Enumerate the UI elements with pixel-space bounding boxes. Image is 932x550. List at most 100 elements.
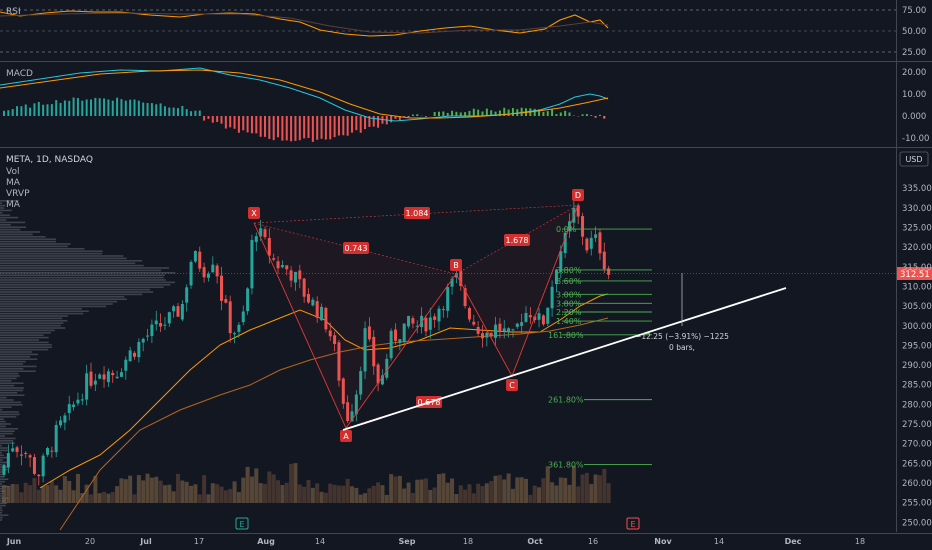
macd-histogram-bar (7, 110, 10, 116)
indicator-label-vrvp[interactable]: VRVP (6, 189, 30, 199)
macd-histogram-bar (368, 116, 371, 127)
volume-profile-row (0, 209, 12, 212)
volume-bar (406, 482, 411, 503)
macd-histogram-bar (211, 116, 214, 123)
candle-body (28, 455, 32, 458)
volume-profile-row (0, 284, 171, 286)
point-x-marker: X (248, 207, 260, 219)
candle-body (372, 336, 376, 367)
volume-profile-row (0, 339, 39, 341)
earnings-marker-aug[interactable]: E (235, 517, 249, 530)
volume-bar (589, 484, 594, 503)
volume-profile-row (0, 358, 38, 360)
volume-bar (458, 485, 463, 503)
volume-profile-row (0, 459, 3, 461)
macd-histogram-bar (3, 110, 5, 116)
volume-bar (519, 477, 524, 503)
volume-bar (254, 468, 259, 503)
volume-profile-row (0, 375, 20, 377)
macd-histogram-bar (594, 116, 597, 118)
candle-body (19, 454, 23, 456)
candle-body (237, 324, 241, 332)
candle-body (193, 251, 197, 262)
volume-profile-row (0, 404, 23, 406)
macd-histogram-bar (433, 111, 436, 116)
volume-bar (193, 484, 198, 503)
rsi-ma-line (0, 12, 609, 34)
macd-histogram-bar (124, 100, 127, 116)
candle-body (411, 318, 415, 324)
volume-bar (280, 484, 285, 503)
macd-histogram-bar (298, 116, 301, 141)
bd-line (455, 204, 579, 275)
volume-profile-row (0, 233, 33, 236)
rsi-tick-50: 50.00 (902, 27, 926, 37)
candle-body (581, 216, 585, 237)
volume-profile-row (0, 272, 176, 274)
macd-histogram-bar (142, 102, 145, 116)
macd-histogram-bar (246, 116, 249, 133)
volume-profile-row (0, 279, 166, 281)
candle-body (494, 324, 498, 338)
currency-label: USD (905, 155, 922, 164)
volume-bar (584, 472, 589, 503)
candle-body (298, 270, 302, 280)
volume-profile-row (0, 476, 4, 478)
price-pane[interactable]: 0.743 1.084 1.678 0.678 X A (0, 151, 932, 531)
volume-profile-row (0, 406, 12, 408)
svg-text:C: C (509, 381, 515, 390)
macd-histogram-bar (442, 111, 445, 116)
macd-histogram-bar (207, 116, 210, 119)
candle-body (272, 258, 276, 260)
volume-profile-row (0, 353, 39, 356)
svg-text:1.678: 1.678 (506, 236, 529, 245)
volume-bar (241, 477, 246, 503)
macd-histogram-bar (398, 116, 401, 120)
macd-line (0, 67, 609, 122)
candle-body (467, 308, 471, 320)
macd-histogram-bar (303, 116, 306, 139)
candle-body (602, 251, 606, 270)
candle-body (215, 265, 219, 277)
macd-histogram-bar (416, 114, 419, 116)
time-tick-label: Aug (257, 537, 275, 546)
volume-bar (75, 473, 80, 503)
volume-profile-row (0, 447, 8, 449)
candle-body (128, 350, 132, 362)
macd-pane[interactable]: MACD 20.00 10.00 0.000 -10.00 (0, 67, 929, 144)
symbol-label[interactable]: META, 1D, NASDAQ (6, 155, 93, 165)
svg-text:D: D (575, 191, 581, 200)
macd-histogram-bar (133, 99, 136, 116)
support-trendline[interactable] (342, 287, 787, 431)
time-axis[interactable]: Jun 20 Jul 17 Aug 14 Sep 18 Oct 16 Nov 14 Dec 18 (6, 537, 865, 546)
macd-histogram-bar (316, 116, 319, 140)
indicator-label-ma[interactable]: MA (6, 178, 21, 188)
time-tick-label: Sep (399, 537, 416, 546)
currency-box[interactable] (899, 151, 929, 167)
candle-body (328, 330, 332, 337)
macd-histogram-bar (568, 112, 571, 116)
indicator-label-ma-2[interactable]: MA (6, 200, 21, 210)
macd-histogram-bar (355, 116, 358, 131)
candle-body (102, 374, 106, 380)
fib-level-label: 8.60% (556, 277, 582, 286)
moving-average-slow (59, 317, 609, 531)
svg-text:A: A (343, 432, 349, 441)
macd-histogram-bar (116, 97, 119, 116)
volume-bar (454, 494, 459, 503)
rsi-pane[interactable]: RSI 75.00 50.00 25.00 (0, 6, 926, 58)
macd-histogram-bar (237, 116, 240, 133)
macd-histogram-bar (203, 116, 206, 121)
time-tick-label: 18 (463, 537, 473, 546)
volume-bar (328, 483, 333, 503)
time-tick-label: 20 (85, 537, 95, 546)
volume-profile-row (0, 216, 19, 219)
volume-bar (341, 485, 346, 503)
volume-bar (545, 466, 550, 503)
indicator-label-vol[interactable]: Vol (6, 167, 19, 177)
point-a-marker: A (340, 430, 352, 442)
earnings-marker-oct[interactable]: E (626, 517, 640, 530)
volume-profile-row (0, 207, 5, 209)
candle-body (67, 404, 71, 413)
